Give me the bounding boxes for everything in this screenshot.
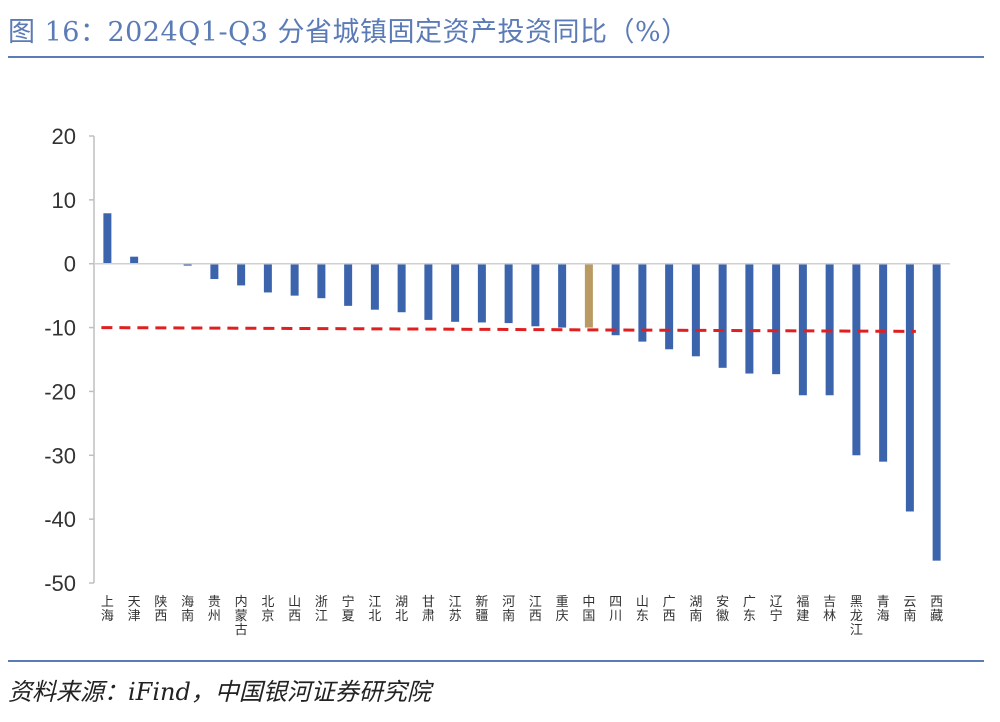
bar (665, 263, 674, 350)
x-tick-label: 福建 (796, 595, 809, 624)
x-tick-label: 天津 (128, 595, 141, 624)
x-tick-label: 内蒙古 (235, 594, 248, 638)
x-tick-label: 新疆 (475, 594, 488, 624)
bar (317, 263, 326, 299)
x-tick-label: 江西 (529, 595, 542, 624)
x-tick-label: 吉林 (823, 595, 836, 624)
x-tick-label: 贵州 (208, 595, 221, 624)
bar (879, 263, 888, 462)
bar (691, 263, 700, 357)
bottom-divider (8, 660, 984, 662)
y-tick-label: -40 (44, 507, 76, 532)
top-divider (8, 56, 984, 58)
x-tick-label: 浙江 (315, 595, 328, 624)
bar (772, 263, 781, 375)
x-tick-label: 辽宁 (770, 595, 783, 624)
x-tick-label: 中国 (582, 595, 595, 624)
bar (638, 263, 647, 342)
y-tick-label: -10 (44, 316, 76, 341)
bar (825, 263, 834, 396)
x-tick-label: 江北 (368, 595, 381, 624)
x-tick-label: 甘肃 (422, 595, 435, 624)
bar (852, 263, 861, 456)
x-tick-label: 河南 (502, 595, 515, 624)
reference-dashed-line (101, 326, 916, 333)
x-tick-label: 湖北 (395, 595, 408, 624)
bar (932, 263, 941, 561)
y-tick-label: 0 (64, 252, 76, 277)
bar (558, 263, 567, 328)
chart-title: 图 16：2024Q1-Q3 分省城镇固定资产投资同比（%） (8, 17, 689, 48)
bar (183, 263, 192, 266)
x-tick-label: 山西 (288, 595, 301, 624)
bar-national (584, 263, 593, 328)
y-tick-label: -50 (44, 571, 76, 596)
bar (477, 263, 486, 323)
y-tick-label: 10 (52, 188, 76, 213)
x-tick-label: 重庆 (556, 594, 569, 624)
bar (798, 263, 807, 396)
x-tick-label: 宁夏 (342, 594, 355, 624)
bar (504, 263, 513, 324)
bars (103, 213, 941, 561)
x-tick-label: 安徽 (716, 595, 729, 624)
y-tick-label: -30 (44, 443, 76, 468)
bar (451, 263, 460, 322)
bar (130, 256, 139, 264)
bar (905, 263, 914, 512)
x-tick-label: 陕西 (154, 595, 167, 624)
bar (263, 263, 272, 293)
bar (210, 263, 219, 280)
x-tick-label: 广东 (743, 595, 756, 624)
x-tick-label: 云南 (903, 595, 916, 624)
x-tick-label: 广西 (663, 595, 676, 624)
bar (424, 263, 433, 320)
x-tick-label: 海南 (181, 595, 194, 624)
x-tick-label: 上海 (101, 595, 114, 624)
bar (103, 213, 112, 264)
x-tick-label: 湖南 (689, 595, 702, 624)
bar (718, 263, 727, 368)
x-tick-label: 江苏 (449, 595, 462, 624)
y-tick-label: -20 (44, 379, 76, 404)
bar (237, 263, 246, 286)
bar (611, 263, 620, 336)
x-tick-label: 四川 (609, 595, 622, 624)
bar (290, 263, 299, 296)
x-tick-label: 北京 (261, 595, 274, 624)
bar (370, 263, 379, 310)
reference-line (101, 326, 916, 333)
y-axis: 20 10 0 -10 -20 -30 -40 -50 (44, 124, 95, 596)
x-tick-label: 西藏 (930, 595, 943, 624)
bar (745, 263, 754, 374)
y-tick-label: 20 (52, 124, 76, 149)
bar (344, 263, 353, 306)
x-tick-label: 山东 (636, 595, 649, 624)
x-tick-label: 青海 (877, 595, 890, 624)
x-tick-label: 黑龙江 (850, 595, 863, 638)
source-note: 资料来源：iFind，中国银河证券研究院 (8, 678, 431, 706)
bar (397, 263, 406, 313)
bar (531, 263, 540, 327)
